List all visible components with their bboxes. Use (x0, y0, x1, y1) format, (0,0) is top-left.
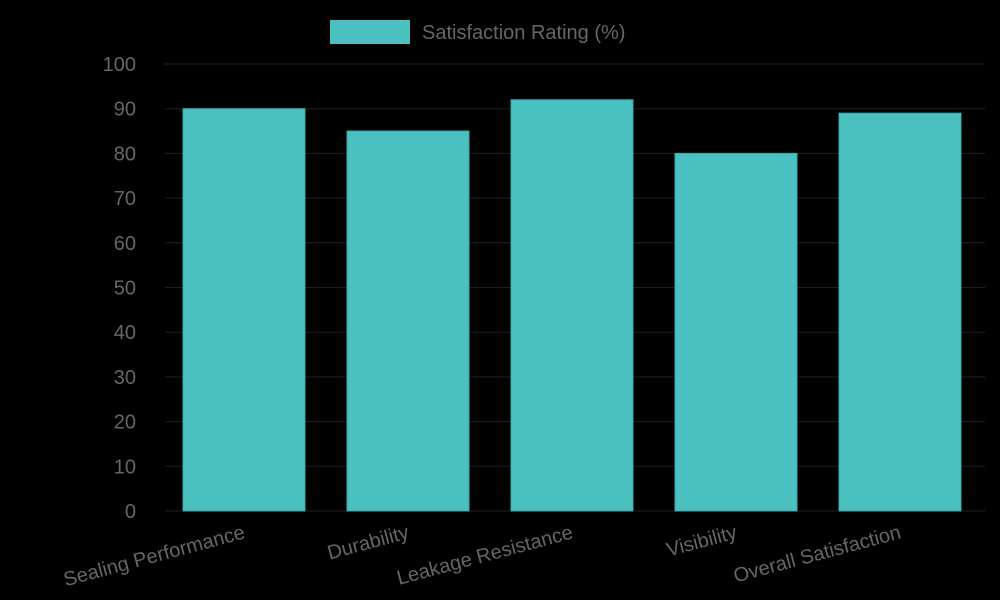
y-tick-label: 30 (114, 367, 136, 389)
legend-label: Satisfaction Rating (%) (422, 22, 625, 44)
y-tick-label: 0 (125, 501, 136, 523)
y-tick-label: 100 (103, 54, 136, 76)
bar[interactable] (182, 108, 306, 512)
legend[interactable]: Satisfaction Rating (%) (330, 20, 625, 44)
y-tick-label: 20 (114, 412, 136, 434)
y-tick-label: 90 (114, 99, 136, 121)
bar[interactable] (510, 99, 634, 512)
x-tick-label: Leakage Resistance (395, 522, 576, 590)
x-tick-label: Durability (325, 522, 411, 565)
x-tick-label: Overall Satisfaction (731, 522, 903, 588)
y-tick-label: 10 (114, 456, 136, 478)
bar[interactable] (674, 152, 798, 512)
bar[interactable] (838, 112, 962, 512)
y-tick-label: 60 (114, 233, 136, 255)
x-tick-label: Visibility (664, 522, 739, 562)
y-tick-label: 70 (114, 188, 136, 210)
y-tick-label: 80 (114, 143, 136, 165)
bars (182, 99, 962, 512)
y-tick-label: 40 (114, 322, 136, 344)
y-axis: 0 10 20 30 40 50 60 70 80 90 100 (103, 54, 136, 523)
x-tick-label: Sealing Performance (61, 522, 247, 592)
bar[interactable] (346, 130, 470, 512)
y-tick-label: 50 (114, 278, 136, 300)
legend-swatch (330, 20, 410, 44)
